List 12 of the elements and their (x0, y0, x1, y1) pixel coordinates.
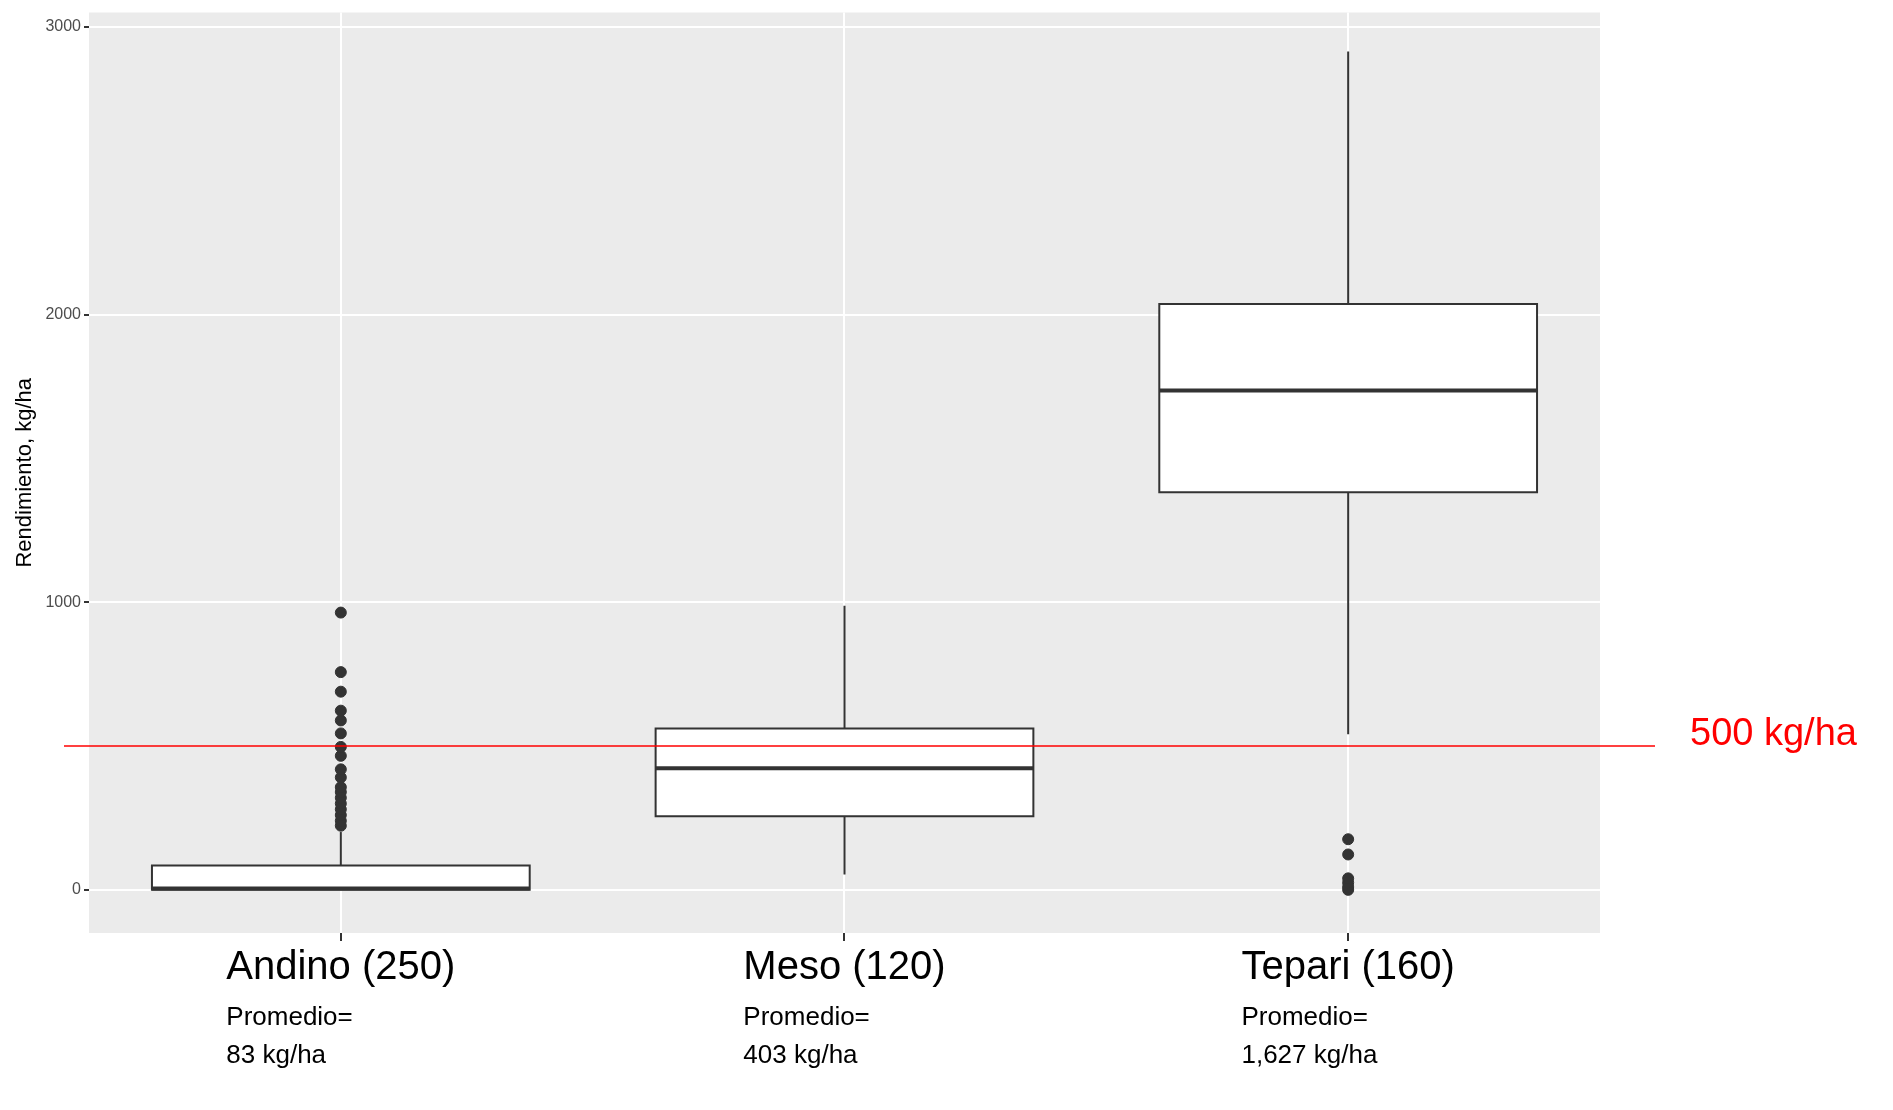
x-tick-label: Andino (250) (226, 943, 456, 988)
y-tick-label: 0 (72, 880, 82, 898)
text: Promedio= 403 kg/ha (743, 1001, 870, 1070)
y-tick-label: 1000 (45, 592, 82, 610)
x-tick-label: Meso (120) (743, 943, 946, 988)
text: Promedio= 83 kg/ha (226, 1001, 353, 1070)
y-axis-title: Rendimiento, kg/ha (11, 377, 37, 568)
y-tick-label: 3000 (45, 17, 82, 35)
ref-line-label: 500 kg/ha (1690, 710, 1858, 753)
text: Promedio= 1,627 kg/ha (1241, 1001, 1378, 1070)
x-tick-label: Tepari (160) (1241, 943, 1455, 988)
y-tick-label: 2000 (45, 305, 82, 323)
